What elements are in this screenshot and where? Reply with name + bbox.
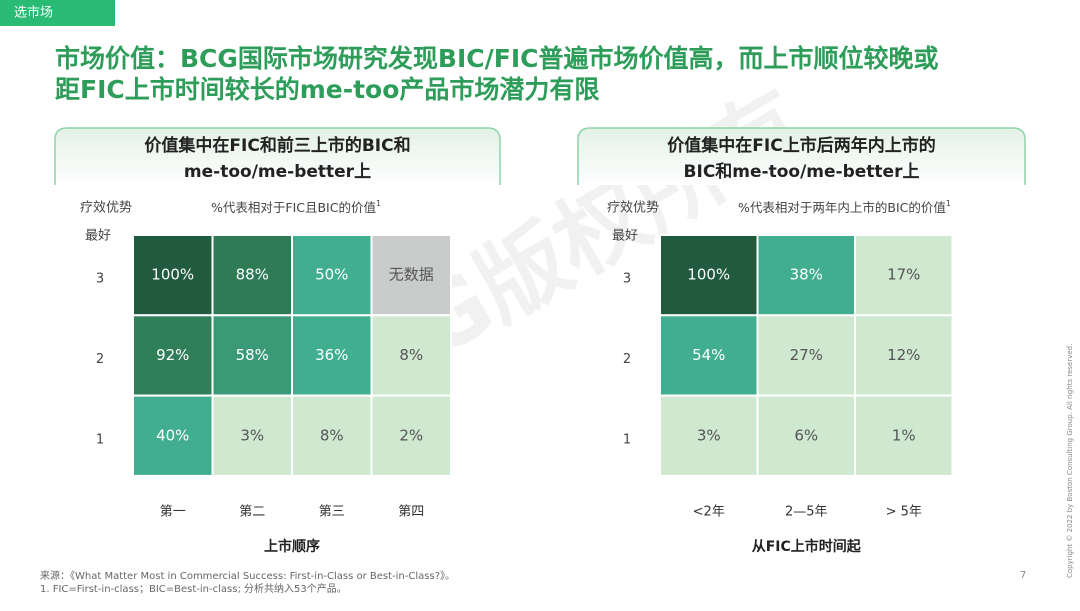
x-title: 上市顺序 xyxy=(264,538,320,555)
cell-label: 1% xyxy=(892,426,916,444)
title: 距FIC上市时间较长的me-too产品市场潜力有限 xyxy=(55,75,599,104)
title: 市场价值：BCG国际市场研究发现BIC/FIC普遍市场价值高，而上市顺位较晚或 xyxy=(55,44,939,73)
note-sup: 1 xyxy=(946,199,951,208)
heatmap-cell xyxy=(659,394,759,477)
footnote: 1. FIC=First-in-class；BIC=Best-in-class;… xyxy=(40,582,347,595)
cell-label: 27% xyxy=(790,346,823,364)
column-label: <2年 xyxy=(693,505,725,520)
panel-heading: me-too/me-better上 xyxy=(184,162,371,182)
cell-label: 38% xyxy=(790,266,823,284)
cell-label: 36% xyxy=(315,346,348,364)
cell-label: 2% xyxy=(399,426,423,444)
row-label: 3 xyxy=(96,272,104,287)
heatmap-cell xyxy=(854,394,954,477)
tab-label: 选市场 xyxy=(14,5,53,21)
column-label: 第一 xyxy=(160,505,186,520)
heatmap-cell xyxy=(211,394,293,477)
y-top: 最好 xyxy=(612,229,638,244)
panel-heading: BIC和me-too/me-better上 xyxy=(684,162,920,182)
row-label: 1 xyxy=(96,432,104,447)
footnote: 来源：《What Matter Most in Commercial Succe… xyxy=(40,569,455,582)
panel-header xyxy=(54,127,501,185)
heatmap-cell xyxy=(370,394,452,477)
cell-label: 无数据 xyxy=(389,266,434,284)
cell-label: 8% xyxy=(399,346,423,364)
cell-label: 100% xyxy=(687,266,730,284)
cell-label: 3% xyxy=(240,426,264,444)
panel-heading: 价值集中在FIC和前三上市的BIC和 xyxy=(144,135,410,156)
cell-label: 17% xyxy=(887,266,920,284)
heatmap-cell xyxy=(370,234,452,317)
heatmap-cell xyxy=(211,314,293,397)
heatmap-cell xyxy=(370,314,452,397)
heatmap-cell xyxy=(291,394,373,477)
heatmap-cell xyxy=(854,314,954,397)
cell-label: 54% xyxy=(692,346,725,364)
column-label: > 5年 xyxy=(886,505,922,520)
y-label: 疗效优势 xyxy=(80,200,132,216)
copyright: Copyright © 2022 by Boston Consulting Gr… xyxy=(1066,344,1074,578)
note-text: %代表相对于FIC且BIC的价值 xyxy=(211,200,376,215)
note: %代表相对于两年内上市的BIC的价值1 xyxy=(738,199,951,215)
cell-label: 12% xyxy=(887,346,920,364)
row-label: 2 xyxy=(96,352,104,367)
row-label: 2 xyxy=(623,352,631,367)
y-top: 最好 xyxy=(85,229,111,244)
cell-label: 50% xyxy=(315,266,348,284)
cell-label: 92% xyxy=(156,346,189,364)
heatmap-cell xyxy=(659,314,759,397)
panel-header xyxy=(577,127,1026,185)
cell-label: 100% xyxy=(151,266,194,284)
cell-label: 40% xyxy=(156,426,189,444)
row-label: 3 xyxy=(623,272,631,287)
note-sup: 1 xyxy=(376,199,381,208)
column-label: 第二 xyxy=(239,505,265,520)
note-text: %代表相对于两年内上市的BIC的价值 xyxy=(738,200,946,215)
heatmap-cell xyxy=(854,234,954,317)
column-label: 第四 xyxy=(398,505,424,520)
page-number: 7 xyxy=(1020,570,1026,581)
column-label: 2—5年 xyxy=(785,505,828,520)
cell-label: 58% xyxy=(236,346,269,364)
cell-label: 3% xyxy=(697,426,721,444)
cell-label: 8% xyxy=(320,426,344,444)
heatmap-cell xyxy=(756,394,856,477)
y-label: 疗效优势 xyxy=(607,200,659,216)
column-label: 第三 xyxy=(319,505,345,520)
heatmap-cell xyxy=(659,234,759,317)
row-label: 1 xyxy=(623,432,631,447)
tab xyxy=(0,0,115,26)
panel-heading: 价值集中在FIC上市后两年内上市的 xyxy=(667,135,935,156)
cell-label: 6% xyxy=(794,426,818,444)
cell-label: 88% xyxy=(236,266,269,284)
note: %代表相对于FIC且BIC的价值1 xyxy=(211,199,381,215)
x-title: 从FIC上市时间起 xyxy=(752,538,862,555)
